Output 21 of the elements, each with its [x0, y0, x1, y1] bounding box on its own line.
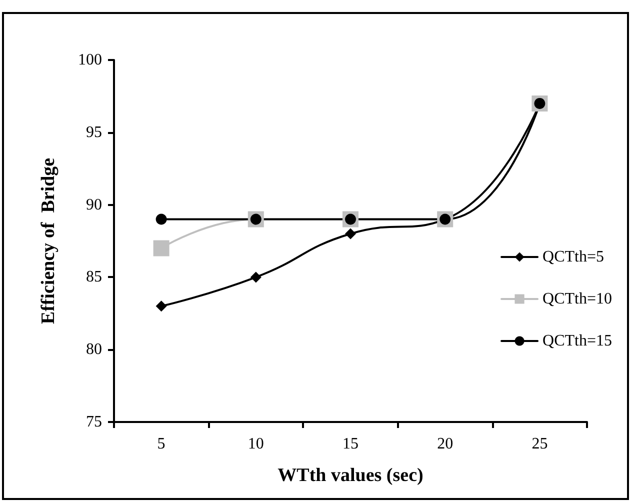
x-tick-label: 15 — [342, 436, 358, 452]
point — [156, 214, 167, 225]
x-axis-title: WTth values (sec) — [278, 465, 424, 486]
y-tick-label: 85 — [86, 268, 102, 286]
point — [156, 300, 167, 312]
legend-label: QCTth=15 — [542, 332, 612, 350]
y-tick-label: 75 — [86, 414, 102, 430]
y-tick-label: 100 — [78, 52, 102, 68]
y-tick-label: 90 — [86, 196, 102, 214]
x-tick-label: 20 — [437, 436, 454, 452]
point — [153, 240, 170, 256]
y-axis-title: Efficiency of Bridge — [38, 158, 59, 324]
x-tick-label: 25 — [532, 436, 548, 452]
x-tick-label: 10 — [248, 436, 264, 452]
point — [250, 272, 262, 283]
point — [345, 228, 356, 240]
legend-label: QCTth=5 — [542, 248, 604, 266]
x-tick-label: 5 — [157, 436, 166, 452]
legend-label: QCTth=10 — [542, 290, 612, 308]
y-tick-label: 80 — [86, 341, 102, 358]
y-tick-label: 95 — [86, 124, 102, 141]
